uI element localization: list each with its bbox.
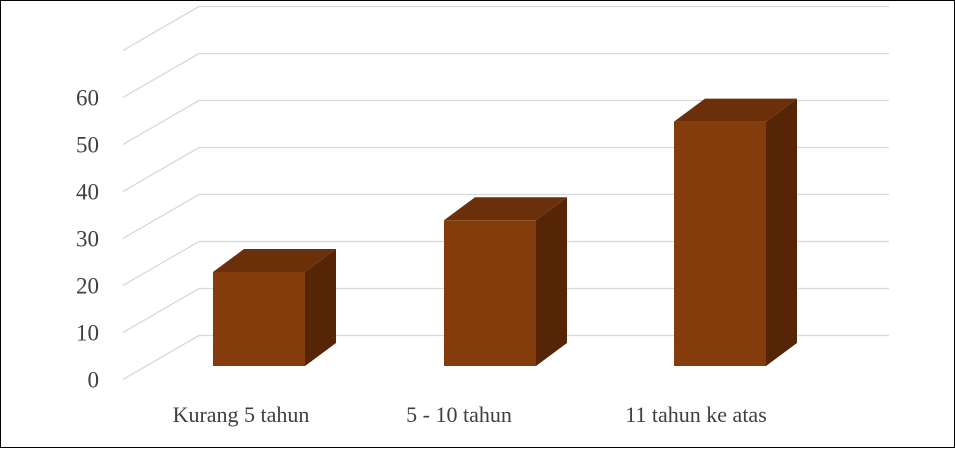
bar-top-1 bbox=[213, 249, 336, 272]
x-category-label: Kurang 5 tahun bbox=[173, 402, 310, 427]
gridline-side-60 bbox=[122, 52, 200, 99]
y-tick-label: 30 bbox=[76, 227, 99, 252]
gridline-side-10 bbox=[122, 287, 200, 334]
bar-front-3 bbox=[674, 121, 766, 366]
bar-front-1 bbox=[213, 272, 305, 366]
gridline-side-20 bbox=[122, 240, 200, 287]
y-tick-label: 0 bbox=[88, 368, 100, 393]
x-category-label: 11 tahun ke atas bbox=[625, 402, 767, 427]
bar-front-2 bbox=[444, 220, 536, 366]
gridline-side-70 bbox=[122, 5, 200, 52]
y-tick-label: 10 bbox=[76, 321, 99, 346]
bar-side-2 bbox=[536, 197, 567, 366]
y-tick-label: 40 bbox=[76, 180, 99, 205]
bar-side-3 bbox=[766, 98, 797, 366]
bar-side-1 bbox=[305, 249, 336, 366]
gridline-side-50 bbox=[122, 99, 200, 146]
y-tick-label: 50 bbox=[76, 133, 99, 158]
gridline-side-0 bbox=[122, 334, 200, 381]
bar-top-3 bbox=[674, 98, 797, 122]
gridline-side-30 bbox=[122, 193, 200, 240]
y-tick-label: 60 bbox=[76, 86, 99, 111]
bar-top-2 bbox=[444, 197, 567, 221]
gridline-side-40 bbox=[122, 146, 200, 193]
y-tick-label: 20 bbox=[76, 274, 99, 299]
x-category-label: 5 - 10 tahun bbox=[406, 402, 512, 427]
